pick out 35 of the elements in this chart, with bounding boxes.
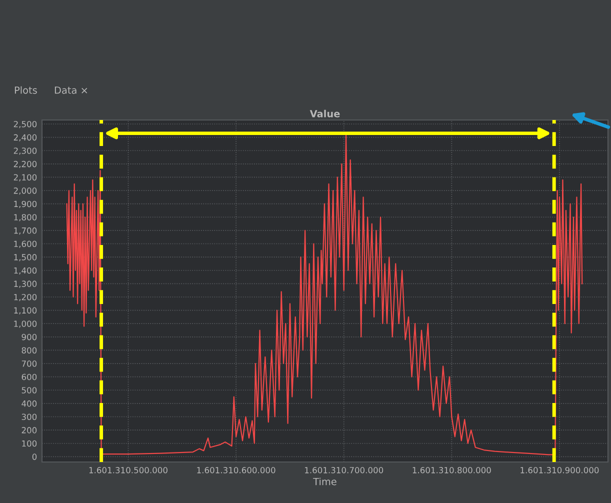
x-tick-label: 1.601.310.900.000 bbox=[520, 467, 599, 474]
y-tick-label: 0 bbox=[32, 454, 37, 460]
y-tick-label: 1,100 bbox=[14, 307, 37, 314]
y-tick-label: 1,300 bbox=[14, 280, 37, 288]
y-tick-label: 400 bbox=[22, 400, 37, 407]
y-tick-label: 2,300 bbox=[14, 148, 37, 155]
y-tick-label: 2,000 bbox=[14, 188, 37, 195]
y-tick-label: 500 bbox=[22, 387, 37, 394]
y-tick-label: 1,600 bbox=[14, 240, 37, 248]
x-tick-label: 1.601.310.500.000 bbox=[89, 467, 168, 474]
y-tick-label: 1,800 bbox=[14, 214, 37, 222]
y-tick-label: 1,900 bbox=[14, 200, 37, 208]
x-axis-title: Time bbox=[313, 478, 336, 486]
chart-title: Value bbox=[310, 110, 340, 118]
text: Data × bbox=[54, 86, 88, 94]
text: Plots bbox=[14, 86, 37, 94]
x-tick-label: 1.601.310.700.000 bbox=[305, 467, 384, 474]
y-tick-label: 1,400 bbox=[14, 267, 37, 275]
x-tick-label: 1.601.310.600.000 bbox=[197, 467, 276, 474]
y-tick-label: 1,200 bbox=[14, 294, 37, 302]
y-tick-label: 100 bbox=[22, 440, 37, 447]
y-tick-label: 700 bbox=[22, 360, 37, 367]
y-tick-label: 2,400 bbox=[14, 134, 37, 142]
y-tick-label: 800 bbox=[22, 347, 37, 354]
y-tick-label: 1,700 bbox=[14, 227, 37, 235]
y-tick-label: 1,000 bbox=[14, 320, 37, 328]
y-tick-label: 200 bbox=[22, 427, 37, 434]
y-tick-label: 900 bbox=[22, 334, 37, 340]
y-tick-label: 1,500 bbox=[14, 254, 37, 262]
y-tick-label: 2,200 bbox=[14, 160, 37, 168]
y-tick-label: 600 bbox=[22, 374, 37, 380]
x-tick-label: 1.601.310.800.000 bbox=[412, 467, 491, 474]
y-tick-label: 2,100 bbox=[14, 174, 37, 182]
y-tick-label: 2,500 bbox=[14, 120, 37, 128]
y-tick-label: 300 bbox=[22, 414, 37, 420]
